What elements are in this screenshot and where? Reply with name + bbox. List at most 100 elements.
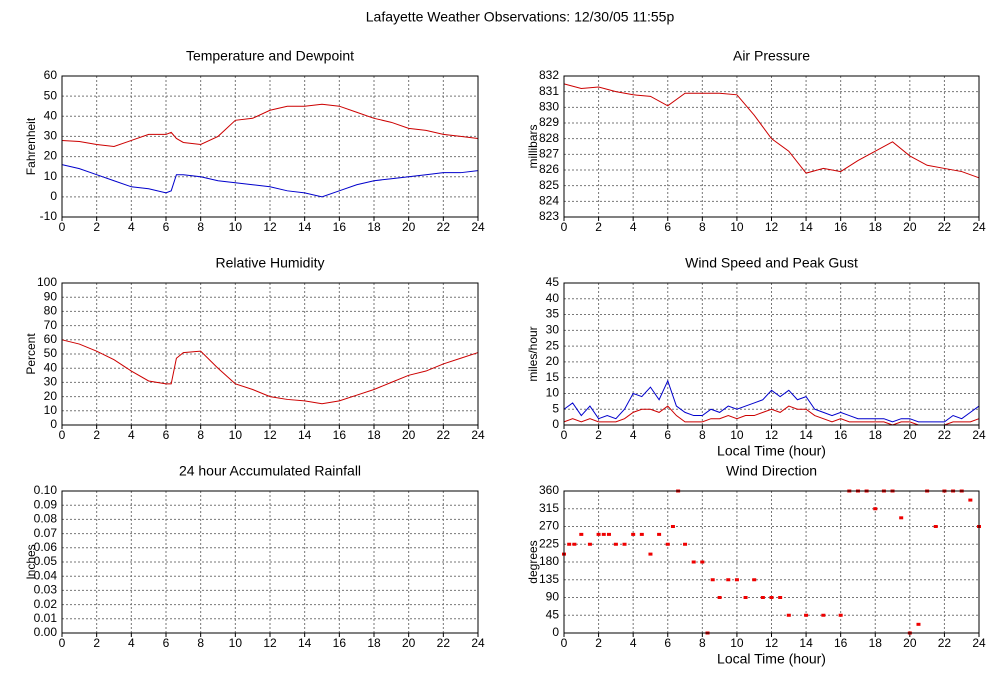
x-tick-label: 6	[163, 636, 170, 650]
y-axis-label: degrees	[526, 540, 540, 583]
x-tick-label: 14	[799, 220, 813, 234]
x-tick-label: 22	[437, 428, 451, 442]
x-tick-label: 4	[630, 220, 637, 234]
x-tick-label: 2	[595, 220, 602, 234]
data-line	[61, 103, 479, 148]
x-tick-label: 18	[869, 428, 883, 442]
x-tick-label: 16	[333, 428, 347, 442]
data-point	[778, 596, 783, 599]
x-tick-label: 10	[730, 636, 744, 650]
x-tick-label: 2	[595, 636, 602, 650]
y-tick-label: 0.05	[34, 554, 58, 568]
y-tick-label: 0.09	[34, 497, 58, 511]
y-tick-label: 225	[539, 536, 559, 550]
data-line	[61, 164, 479, 198]
x-tick-label: 4	[630, 428, 637, 442]
data-point	[579, 532, 584, 536]
x-tick-label: 0	[561, 428, 568, 442]
x-tick-label: 8	[699, 428, 706, 442]
x-tick-label: 24	[471, 220, 485, 234]
y-tick-label: 60	[44, 332, 58, 346]
x-tick-label: 10	[229, 220, 243, 234]
y-tick-label: 0	[50, 417, 57, 431]
x-tick-label: 18	[869, 636, 883, 650]
x-tick-label: 2	[93, 636, 100, 650]
plot-area	[564, 283, 979, 425]
x-tick-label: 8	[197, 428, 204, 442]
data-point	[734, 578, 739, 582]
y-tick-label: 0.07	[34, 526, 58, 540]
data-point	[873, 507, 878, 511]
plot-frame	[61, 490, 479, 634]
y-tick-label: 30	[44, 375, 58, 389]
data-point	[838, 613, 843, 617]
x-tick-label: 0	[59, 636, 66, 650]
y-tick-label: 828	[539, 131, 559, 145]
data-point	[743, 596, 748, 599]
x-tick-label: 0	[561, 220, 568, 234]
y-tick-label: 0.04	[34, 568, 58, 582]
plot-frame	[563, 490, 980, 634]
x-tick-label: 18	[869, 220, 883, 234]
x-tick-label: 14	[298, 636, 312, 650]
x-tick-label: 8	[699, 636, 706, 650]
data-line	[563, 379, 980, 423]
data-point	[700, 560, 705, 564]
y-tick-label: 829	[539, 115, 559, 129]
plot-frame	[563, 75, 980, 218]
y-tick-label: 824	[539, 194, 559, 208]
x-tick-label: 24	[972, 636, 986, 650]
x-tick-label: 14	[298, 428, 312, 442]
y-tick-label: -10	[40, 209, 58, 223]
y-axis-label: millibars	[526, 124, 540, 168]
y-tick-label: 832	[539, 68, 559, 82]
y-tick-label: 823	[539, 209, 559, 223]
y-tick-label: 830	[539, 100, 559, 114]
x-tick-label: 6	[664, 428, 671, 442]
x-tick-label: 6	[664, 220, 671, 234]
data-point	[752, 578, 757, 582]
x-tick-label: 22	[938, 428, 952, 442]
data-point	[769, 596, 774, 599]
data-point	[691, 560, 696, 564]
x-tick-label: 12	[263, 428, 277, 442]
y-tick-label: 50	[44, 346, 58, 360]
y-tick-label: 45	[546, 275, 560, 289]
data-point	[657, 532, 662, 536]
y-tick-label: 0.06	[34, 540, 58, 554]
y-tick-label: 80	[44, 304, 58, 318]
x-tick-label: 22	[938, 220, 952, 234]
x-tick-label: 0	[561, 636, 568, 650]
x-tick-label: 8	[197, 636, 204, 650]
x-tick-label: 20	[402, 220, 416, 234]
y-tick-label: 0.10	[34, 483, 58, 497]
x-tick-label: 24	[972, 220, 986, 234]
x-tick-label: 6	[163, 428, 170, 442]
x-tick-label: 16	[834, 220, 848, 234]
data-point	[587, 542, 592, 546]
x-tick-label: 8	[197, 220, 204, 234]
chart-title: Wind Direction	[726, 463, 817, 479]
y-tick-label: 826	[539, 162, 559, 176]
x-tick-label: 22	[938, 636, 952, 650]
data-point	[916, 622, 921, 626]
data-point	[710, 578, 715, 582]
y-tick-label: 100	[37, 275, 57, 289]
data-point	[968, 498, 973, 502]
chart-title: Air Pressure	[733, 48, 810, 64]
x-tick-label: 24	[471, 636, 485, 650]
x-tick-label: 22	[437, 220, 451, 234]
x-tick-label: 16	[333, 220, 347, 234]
y-tick-label: 15	[546, 370, 560, 384]
y-tick-label: 20	[44, 389, 58, 403]
data-point	[760, 596, 765, 599]
y-tick-label: 90	[546, 590, 560, 604]
x-tick-label: 14	[298, 220, 312, 234]
x-tick-label: 22	[437, 636, 451, 650]
chart-title: Relative Humidity	[216, 255, 325, 271]
y-tick-label: 270	[539, 519, 559, 533]
data-point	[665, 542, 670, 546]
plot-frame	[61, 282, 479, 426]
data-point	[601, 532, 606, 536]
